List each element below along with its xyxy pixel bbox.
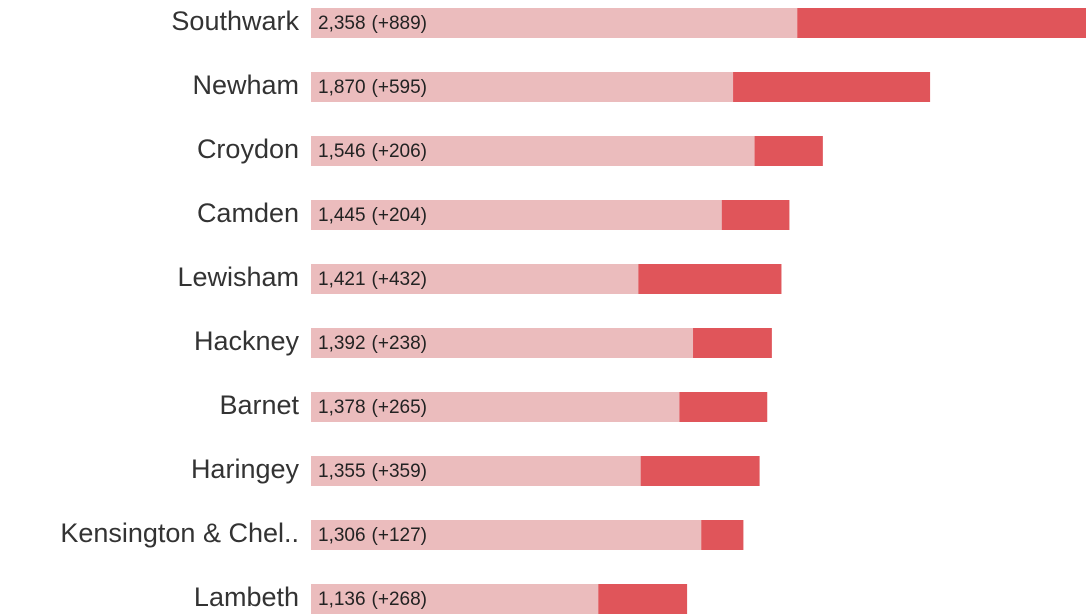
data-label: 1,378 (+265) (318, 397, 427, 418)
total-label: 1,392 (318, 333, 366, 354)
bar-increase (640, 456, 760, 486)
bar-increase (797, 8, 1086, 38)
category-label: Hackney (194, 326, 300, 356)
bar-increase (638, 264, 782, 294)
category-label: Kensington & Chel.. (60, 518, 299, 548)
total-label: 1,378 (318, 397, 366, 418)
increase-label: (+238) (372, 333, 427, 354)
category-label: Lambeth (194, 582, 299, 612)
category-label: Croydon (197, 134, 299, 164)
increase-label: (+206) (372, 141, 427, 162)
increase-label: (+889) (372, 13, 427, 34)
bar-increase (733, 72, 931, 102)
increase-label: (+265) (372, 397, 427, 418)
total-label: 1,445 (318, 205, 366, 226)
data-label: 2,358 (+889) (318, 13, 427, 34)
category-label: Newham (192, 70, 299, 100)
increase-label: (+359) (372, 461, 427, 482)
total-label: 1,546 (318, 141, 366, 162)
category-label: Barnet (219, 390, 299, 420)
total-label: 1,870 (318, 77, 366, 98)
increase-label: (+432) (372, 269, 427, 290)
data-label: 1,392 (+238) (318, 333, 427, 354)
total-label: 1,355 (318, 461, 366, 482)
data-label: 1,546 (+206) (318, 141, 427, 162)
increase-label: (+127) (372, 525, 427, 546)
data-label: 1,306 (+127) (318, 525, 427, 546)
bar-total (311, 136, 823, 166)
total-label: 1,421 (318, 269, 366, 290)
data-label: 1,355 (+359) (318, 461, 427, 482)
bar-increase (721, 200, 790, 230)
data-label: 1,421 (+432) (318, 269, 427, 290)
category-label: Camden (197, 198, 299, 228)
category-label: Haringey (191, 454, 300, 484)
bar-total (311, 520, 744, 550)
category-label: Lewisham (177, 262, 299, 292)
category-label: Southwark (171, 6, 299, 36)
bar-increase (598, 584, 688, 614)
bar-increase (754, 136, 823, 166)
bar-total (311, 200, 790, 230)
total-label: 1,136 (318, 589, 366, 610)
bar-increase (679, 392, 768, 422)
increase-label: (+268) (372, 589, 427, 610)
bar-increase (693, 328, 772, 358)
increase-label: (+595) (372, 77, 427, 98)
data-label: 1,136 (+268) (318, 589, 427, 610)
data-label: 1,445 (+204) (318, 205, 427, 226)
total-label: 2,358 (318, 13, 366, 34)
total-label: 1,306 (318, 525, 366, 546)
data-label: 1,870 (+595) (318, 77, 427, 98)
bar-increase (701, 520, 744, 550)
increase-label: (+204) (372, 205, 427, 226)
